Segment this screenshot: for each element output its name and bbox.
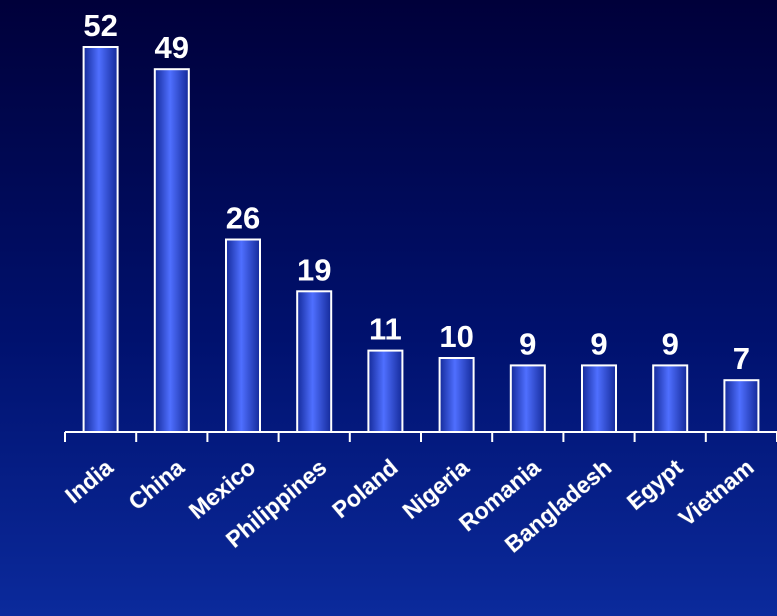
value-label-mexico: 26	[226, 201, 260, 236]
bar-egypt	[652, 364, 689, 433]
bar-nigeria	[438, 357, 475, 433]
bar-india	[82, 46, 119, 433]
category-label-poland: Poland	[327, 454, 402, 523]
value-label-vietnam: 7	[733, 341, 750, 376]
category-label-china: China	[123, 454, 189, 515]
value-label-romania: 9	[519, 326, 536, 361]
category-label-egypt: Egypt	[622, 454, 688, 515]
value-label-india: 52	[83, 8, 117, 43]
value-label-egypt: 9	[662, 326, 679, 361]
bar-bangladesh	[581, 364, 617, 433]
value-label-bangladesh: 9	[590, 326, 607, 361]
bar-china	[153, 68, 190, 433]
bar-philippines	[296, 290, 333, 433]
value-labels-group: 52 49 26 19 11 10 9 9 9 7	[83, 8, 750, 376]
bar-poland	[367, 349, 404, 434]
bar-vietnam	[723, 379, 760, 434]
value-label-china: 49	[155, 30, 189, 65]
category-labels-group: India ChinaMexicoPhilippinesPolandNigeria…	[59, 453, 759, 558]
bars-group	[82, 46, 760, 434]
value-label-philippines: 19	[297, 252, 331, 287]
category-label-vietnam: Vietnam	[674, 454, 759, 531]
x-axis	[64, 431, 777, 442]
value-label-poland: 11	[369, 312, 402, 347]
category-label-india: India	[60, 454, 118, 509]
bar-romania	[509, 364, 546, 433]
bar-mexico	[225, 238, 261, 433]
value-label-nigeria: 10	[439, 319, 473, 354]
